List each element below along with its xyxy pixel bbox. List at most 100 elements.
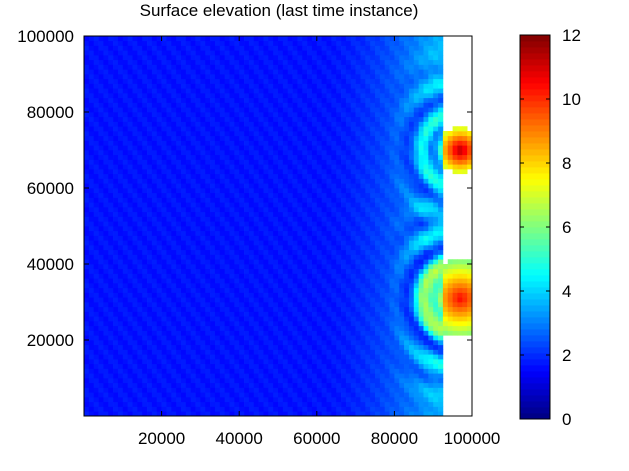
- heatmap-cell: [200, 88, 206, 94]
- heatmap-cell: [142, 59, 148, 65]
- heatmap-cell: [331, 354, 337, 360]
- heatmap-cell: [137, 340, 143, 346]
- heatmap-cell: [195, 278, 201, 284]
- heatmap-cell: [137, 273, 143, 279]
- heatmap-cell: [195, 273, 201, 279]
- heatmap-cell: [185, 192, 192, 198]
- heatmap-cell: [161, 311, 167, 317]
- heatmap-cell: [84, 211, 90, 217]
- heatmap-cell: [282, 287, 289, 293]
- heatmap-cell: [355, 126, 361, 132]
- heatmap-cell: [370, 344, 376, 350]
- heatmap-cell: [98, 112, 104, 118]
- heatmap-cell: [229, 373, 235, 379]
- heatmap-cell: [185, 88, 192, 94]
- heatmap-cell: [350, 359, 356, 365]
- heatmap-cell: [219, 302, 225, 308]
- heatmap-cell: [103, 93, 109, 99]
- heatmap-cell: [307, 278, 313, 284]
- heatmap-cell: [142, 50, 148, 56]
- heatmap-cell: [108, 55, 114, 61]
- heatmap-cell: [263, 145, 269, 151]
- heatmap-cell: [166, 306, 172, 312]
- heatmap-cell: [151, 297, 158, 303]
- heatmap-cell: [258, 268, 264, 274]
- heatmap-cell: [190, 93, 196, 99]
- heatmap-cell: [297, 302, 303, 308]
- heatmap-cell: [229, 411, 235, 417]
- heatmap-cell: [321, 173, 327, 179]
- heatmap-cell: [355, 178, 361, 184]
- heatmap-cell: [258, 40, 264, 46]
- heatmap-cell: [93, 302, 99, 308]
- heatmap-cell: [282, 36, 289, 42]
- heatmap-cell: [117, 69, 124, 75]
- heatmap-cell: [147, 135, 153, 141]
- heatmap-cell: [88, 145, 95, 151]
- heatmap-cell: [98, 264, 104, 270]
- heatmap-cell: [195, 183, 201, 189]
- heatmap-cell: [185, 36, 192, 42]
- heatmap-cell: [127, 235, 133, 241]
- heatmap-cell: [258, 154, 264, 160]
- heatmap-cell: [253, 354, 259, 360]
- heatmap-cell: [370, 249, 376, 255]
- heatmap-cell: [151, 188, 158, 194]
- heatmap-cell: [229, 188, 235, 194]
- heatmap-cell: [341, 154, 347, 160]
- heatmap-cell: [224, 131, 230, 137]
- heatmap-cell: [127, 192, 133, 198]
- heatmap-cell: [190, 306, 196, 312]
- heatmap-cell: [336, 259, 342, 265]
- heatmap-cell: [345, 292, 352, 298]
- heatmap-cell: [292, 145, 298, 151]
- heatmap-cell: [210, 245, 216, 251]
- heatmap-cell: [302, 254, 308, 260]
- heatmap-cell: [88, 316, 95, 322]
- heatmap-cell: [268, 316, 274, 322]
- heatmap-cell: [307, 226, 313, 232]
- heatmap-cell: [132, 40, 138, 46]
- heatmap-cell: [147, 202, 153, 208]
- heatmap-cell: [200, 354, 206, 360]
- heatmap-cell: [370, 140, 376, 146]
- heatmap-cell: [166, 297, 172, 303]
- heatmap-cell: [287, 97, 293, 103]
- heatmap-cell: [311, 283, 318, 289]
- heatmap-cell: [166, 397, 172, 403]
- heatmap-cell: [263, 192, 269, 198]
- heatmap-cell: [316, 273, 322, 279]
- heatmap-cell: [350, 302, 356, 308]
- heatmap-cell: [200, 401, 206, 407]
- heatmap-cell: [214, 173, 221, 179]
- heatmap-cell: [287, 292, 293, 298]
- heatmap-cell: [127, 36, 133, 42]
- heatmap-cell: [113, 287, 119, 293]
- heatmap-cell: [234, 340, 240, 346]
- heatmap-cell: [166, 278, 172, 284]
- heatmap-cell: [341, 340, 347, 346]
- heatmap-cell: [84, 278, 90, 284]
- heatmap-cell: [205, 192, 211, 198]
- heatmap-cell: [195, 325, 201, 331]
- heatmap-cell: [234, 411, 240, 417]
- heatmap-cell: [200, 254, 206, 260]
- heatmap-cell: [316, 59, 322, 65]
- heatmap-cell: [282, 382, 289, 388]
- heatmap-cell: [93, 268, 99, 274]
- heatmap-cell: [103, 387, 109, 393]
- heatmap-cell: [147, 211, 153, 217]
- heatmap-cell: [248, 302, 255, 308]
- heatmap-cell: [263, 363, 269, 369]
- heatmap-cell: [234, 406, 240, 412]
- heatmap-cell: [350, 121, 356, 127]
- heatmap-cell: [253, 378, 259, 384]
- heatmap-cell: [297, 207, 303, 213]
- heatmap-cell: [88, 283, 95, 289]
- heatmap-cell: [210, 112, 216, 118]
- heatmap-cell: [176, 392, 182, 398]
- heatmap-cell: [147, 330, 153, 336]
- heatmap-cell: [253, 59, 259, 65]
- heatmap-cell: [156, 230, 162, 236]
- heatmap-cell: [375, 245, 381, 251]
